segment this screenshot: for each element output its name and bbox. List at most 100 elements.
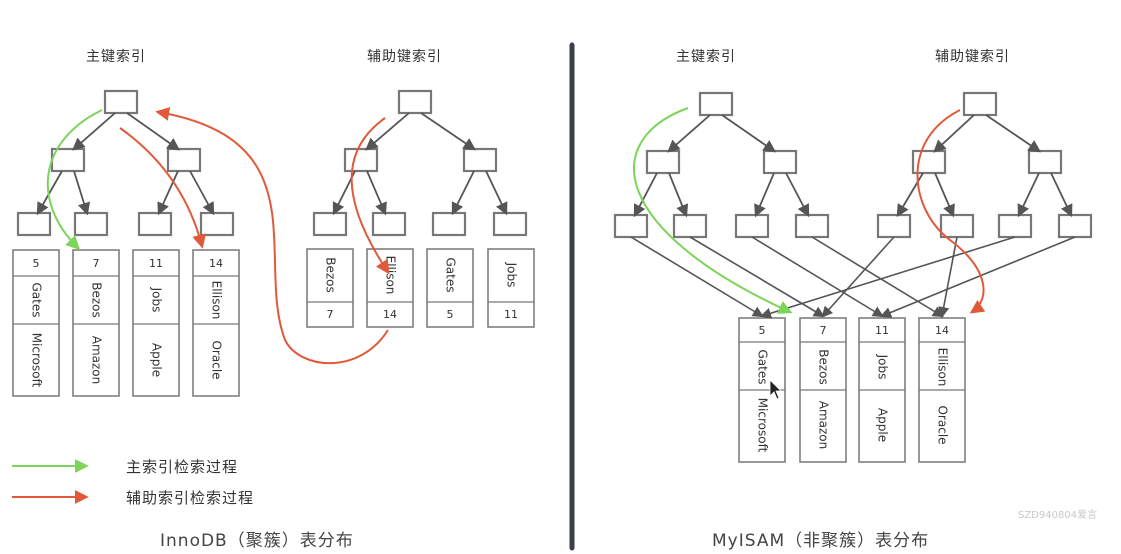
- record-name: Gates: [30, 283, 44, 318]
- innodb-primary-record: [192, 249, 240, 397]
- record-name: Bezos: [817, 349, 831, 385]
- record-id: 11: [875, 324, 889, 337]
- innodb-secondary-tree-edge: [420, 112, 477, 151]
- innodb-secondary-record: [306, 248, 354, 328]
- record-name: Gates: [444, 258, 458, 293]
- innodb-secondary-leaf-node: [431, 211, 467, 237]
- innodb-secondary-tree-edge: [365, 112, 410, 151]
- left-secondary-index-title: 辅助键索引: [367, 49, 442, 65]
- myisam-secondary-tree-edge: [985, 114, 1042, 153]
- legend-primary-label: 主索引检索过程: [126, 458, 239, 476]
- innodb-primary-tree-edge: [36, 170, 63, 216]
- innodb-back-to-primary-path: [155, 107, 389, 365]
- right-secondary-index-title: 辅助键索引: [935, 49, 1010, 65]
- myisam-secondary-tree-edge: [1050, 172, 1073, 218]
- innodb-primary-leaf-node: [199, 211, 235, 237]
- innodb-secondary-leaf-node: [492, 211, 528, 237]
- innodb-primary-leaf-node: [137, 211, 173, 237]
- innodb-secondary-mid-node: [462, 147, 498, 173]
- innodb-secondary-root-node: [397, 89, 433, 115]
- myisam-primary-pointer: [751, 236, 884, 318]
- record-id: 7: [93, 257, 100, 270]
- innodb-secondary-leaf-node: [371, 211, 407, 237]
- myisam-primary-tree-edge: [754, 172, 775, 218]
- myisam-secondary-pointer: [938, 236, 958, 319]
- record-name: Bezos: [324, 257, 338, 293]
- record-company: Amazon: [90, 336, 104, 385]
- record-company: Apple: [876, 408, 890, 442]
- right-primary-index-title: 主键索引: [676, 49, 736, 65]
- myisam-primary-leaf-node: [794, 213, 830, 239]
- record-name: Bezos: [90, 282, 104, 318]
- myisam-primary-tree-edge: [667, 114, 711, 153]
- record-name: Jobs: [876, 354, 890, 380]
- record-name: Jobs: [505, 262, 519, 288]
- myisam-secondary-search-path: [916, 109, 986, 314]
- innodb-secondary-record: [487, 248, 535, 328]
- record-id: 5: [33, 257, 40, 270]
- innodb-secondary-primary-lookup-path: [119, 127, 206, 249]
- myisam-secondary-leaf-node: [876, 213, 912, 239]
- record-name: Jobs: [150, 287, 164, 313]
- record-name: Gates: [756, 350, 770, 385]
- innodb-secondary-record: [426, 248, 474, 328]
- myisam-primary-pointer: [689, 236, 825, 318]
- innodb-secondary-tree-edge: [485, 170, 508, 216]
- myisam-primary-tree-edge: [633, 172, 658, 218]
- innodb-primary-tree-edge: [126, 112, 181, 151]
- myisam-primary-leaf-node: [672, 213, 708, 239]
- innodb-secondary-mid-node: [343, 147, 379, 173]
- innodb-primary-mid-node: [166, 147, 202, 173]
- myisam-footer: MyISAM（非聚簇）表分布: [712, 531, 930, 551]
- innodb-footer: InnoDB（聚簇）表分布: [160, 531, 354, 551]
- myisam-primary-mid-node: [645, 149, 681, 175]
- innodb-secondary-record: [366, 248, 414, 328]
- myisam-primary-root-node: [698, 91, 734, 117]
- innodb-secondary-leaf-node: [312, 211, 348, 237]
- myisam-secondary-mid-node: [911, 149, 947, 175]
- record-company: Apple: [150, 343, 164, 377]
- record-id: 11: [149, 257, 163, 270]
- record-id: 14: [383, 308, 397, 321]
- myisam-secondary-pointer: [879, 236, 1076, 318]
- record-id: 7: [327, 308, 334, 321]
- myisam-primary-leaf-node: [613, 213, 649, 239]
- myisam-primary-tree-edge: [668, 172, 689, 218]
- record-company: Oracle: [210, 340, 224, 379]
- watermark: SZD940804爱言: [1018, 510, 1098, 521]
- myisam-secondary-root-node: [962, 91, 998, 117]
- innodb-primary-tree-edge: [72, 112, 116, 151]
- myisam-secondary-leaf-node: [939, 213, 975, 239]
- mouse-cursor-icon: [769, 379, 782, 400]
- innodb-primary-leaf-node: [73, 211, 109, 237]
- innodb-primary-search-path: [46, 109, 103, 250]
- record-id: 7: [820, 324, 827, 337]
- myisam-secondary-pointer: [821, 236, 895, 318]
- record-company: Amazon: [817, 401, 831, 450]
- innodb-primary-tree-edge: [73, 170, 91, 216]
- myisam-secondary-pointer: [759, 236, 1016, 319]
- innodb-primary-tree-edge: [157, 170, 179, 216]
- myisam-secondary-tree-edge: [1017, 172, 1040, 218]
- innodb-primary-record: [72, 249, 120, 397]
- record-id: 14: [209, 257, 223, 270]
- record-name: Ellison: [936, 348, 950, 387]
- myisam-primary-mid-node: [762, 149, 798, 175]
- legend-secondary-label: 辅助索引检索过程: [126, 489, 255, 507]
- myisam-primary-pointer: [630, 236, 764, 318]
- record-id: 14: [935, 324, 949, 337]
- record-id: 5: [759, 324, 766, 337]
- innodb-primary-tree-edge: [189, 170, 215, 216]
- myisam-secondary-tree-edge: [896, 172, 924, 218]
- record-company: Oracle: [936, 405, 950, 444]
- myisam-primary-search-path: [633, 107, 793, 314]
- innodb-secondary-tree-edge: [366, 170, 387, 216]
- record-name: Ellison: [210, 281, 224, 320]
- myisam-secondary-leaf-node: [1057, 213, 1093, 239]
- innodb-secondary-search-path: [350, 117, 390, 275]
- record-company: Microsoft: [756, 398, 770, 453]
- record-id: 11: [504, 308, 518, 321]
- myisam-primary-tree-edge: [721, 114, 777, 153]
- left-primary-index-title: 主键索引: [86, 49, 146, 65]
